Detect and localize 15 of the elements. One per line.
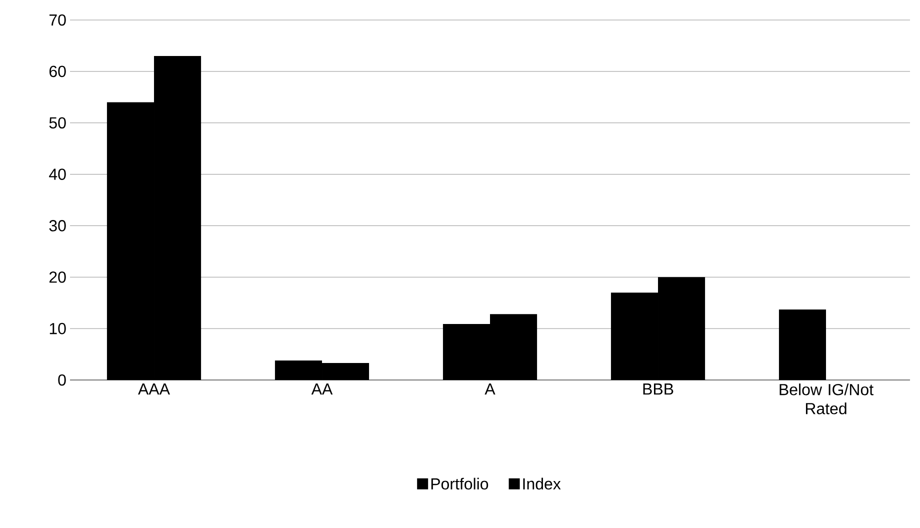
legend-label: Portfolio	[431, 478, 488, 490]
y-tick-label: 10	[50, 322, 66, 334]
y-tick-label: 0	[58, 374, 66, 386]
y-tick-label: 60	[49, 66, 66, 78]
y-tick-label: 70	[49, 14, 66, 26]
y-tick-label: 40	[49, 168, 66, 180]
y-tick-label: 30	[49, 220, 66, 232]
x-tick-label: AAA	[138, 384, 170, 395]
x-tick-label: Below IG/Not Rated	[780, 384, 874, 414]
y-tick-label: 20	[49, 271, 66, 283]
legend-label: Index	[523, 478, 561, 490]
y-tick-label: 50	[49, 117, 66, 129]
x-tick-label: A	[484, 384, 496, 395]
x-tick-label: AA	[311, 384, 333, 395]
x-tick-label: BBB	[643, 384, 674, 395]
